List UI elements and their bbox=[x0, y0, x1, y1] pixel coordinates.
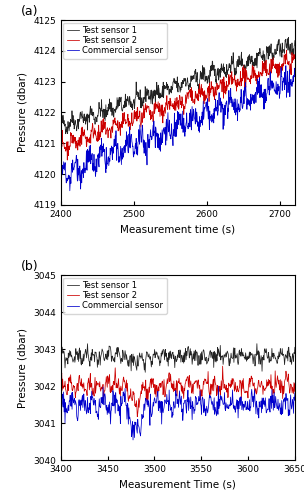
X-axis label: Measurement Time (s): Measurement Time (s) bbox=[119, 480, 236, 490]
Test sensor 1 bbox=[199, 350, 202, 356]
Commercial sensor bbox=[59, 394, 63, 400]
Test sensor 2 bbox=[186, 374, 190, 380]
Test sensor 1 bbox=[222, 70, 226, 75]
Test sensor 1 bbox=[293, 38, 297, 44]
Commercial sensor bbox=[216, 383, 220, 389]
Legend: Test sensor 1, Test sensor 2, Commercial sensor: Test sensor 1, Test sensor 2, Commercial… bbox=[63, 278, 167, 314]
Test sensor 2 bbox=[171, 386, 174, 392]
Test sensor 1 bbox=[293, 344, 297, 350]
Y-axis label: Pressure (dbar): Pressure (dbar) bbox=[18, 328, 27, 407]
Test sensor 2 bbox=[222, 74, 226, 80]
Line: Test sensor 2: Test sensor 2 bbox=[61, 366, 295, 416]
Test sensor 1 bbox=[171, 350, 174, 356]
Test sensor 1 bbox=[209, 68, 213, 74]
Test sensor 1 bbox=[287, 34, 290, 40]
Test sensor 1 bbox=[64, 130, 68, 136]
Line: Commercial sensor: Commercial sensor bbox=[61, 66, 295, 190]
Commercial sensor bbox=[122, 154, 125, 160]
Test sensor 2 bbox=[285, 47, 288, 53]
Test sensor 2 bbox=[136, 414, 139, 420]
Commercial sensor bbox=[131, 437, 135, 443]
Line: Test sensor 2: Test sensor 2 bbox=[61, 50, 295, 160]
Test sensor 1 bbox=[172, 352, 176, 358]
Test sensor 1 bbox=[122, 104, 125, 110]
Commercial sensor bbox=[222, 114, 226, 120]
Commercial sensor bbox=[288, 399, 292, 405]
Commercial sensor bbox=[209, 115, 213, 121]
Test sensor 1 bbox=[225, 69, 229, 75]
Test sensor 1 bbox=[251, 360, 255, 366]
Commercial sensor bbox=[59, 173, 63, 179]
Test sensor 2 bbox=[221, 363, 224, 369]
Commercial sensor bbox=[293, 72, 297, 78]
Legend: Test sensor 1, Test sensor 2, Commercial sensor: Test sensor 1, Test sensor 2, Commercial… bbox=[63, 22, 167, 59]
Test sensor 1 bbox=[59, 120, 63, 126]
Test sensor 2 bbox=[243, 86, 247, 91]
Test sensor 1 bbox=[243, 62, 247, 68]
Line: Commercial sensor: Commercial sensor bbox=[61, 386, 295, 440]
Test sensor 1 bbox=[288, 359, 292, 365]
Test sensor 2 bbox=[225, 86, 229, 91]
Test sensor 2 bbox=[122, 120, 125, 126]
Commercial sensor bbox=[68, 188, 72, 194]
Test sensor 2 bbox=[175, 100, 179, 106]
Commercial sensor bbox=[293, 390, 297, 396]
Test sensor 2 bbox=[293, 380, 297, 386]
Test sensor 1 bbox=[186, 344, 190, 350]
Test sensor 2 bbox=[293, 52, 297, 58]
Test sensor 1 bbox=[255, 340, 259, 346]
Test sensor 1 bbox=[59, 353, 63, 359]
Text: (b): (b) bbox=[21, 260, 39, 274]
Commercial sensor bbox=[172, 398, 176, 404]
Test sensor 2 bbox=[199, 397, 202, 403]
Commercial sensor bbox=[243, 93, 247, 99]
Test sensor 2 bbox=[288, 387, 292, 393]
Test sensor 1 bbox=[175, 74, 179, 80]
Commercial sensor bbox=[175, 126, 179, 132]
Commercial sensor bbox=[225, 103, 229, 109]
Text: (a): (a) bbox=[21, 5, 39, 18]
Test sensor 2 bbox=[172, 378, 176, 384]
Commercial sensor bbox=[171, 410, 174, 416]
Test sensor 2 bbox=[59, 131, 63, 137]
Commercial sensor bbox=[199, 400, 202, 406]
Test sensor 2 bbox=[252, 382, 255, 388]
Test sensor 1 bbox=[143, 370, 147, 376]
Line: Test sensor 1: Test sensor 1 bbox=[61, 38, 295, 134]
Commercial sensor bbox=[284, 62, 288, 68]
Test sensor 2 bbox=[65, 157, 69, 163]
Commercial sensor bbox=[252, 404, 255, 410]
Line: Test sensor 1: Test sensor 1 bbox=[61, 344, 295, 372]
Test sensor 2 bbox=[209, 78, 213, 84]
X-axis label: Measurement time (s): Measurement time (s) bbox=[120, 224, 235, 234]
Y-axis label: Pressure (dbar): Pressure (dbar) bbox=[18, 72, 27, 152]
Commercial sensor bbox=[186, 387, 190, 393]
Test sensor 2 bbox=[59, 380, 63, 386]
